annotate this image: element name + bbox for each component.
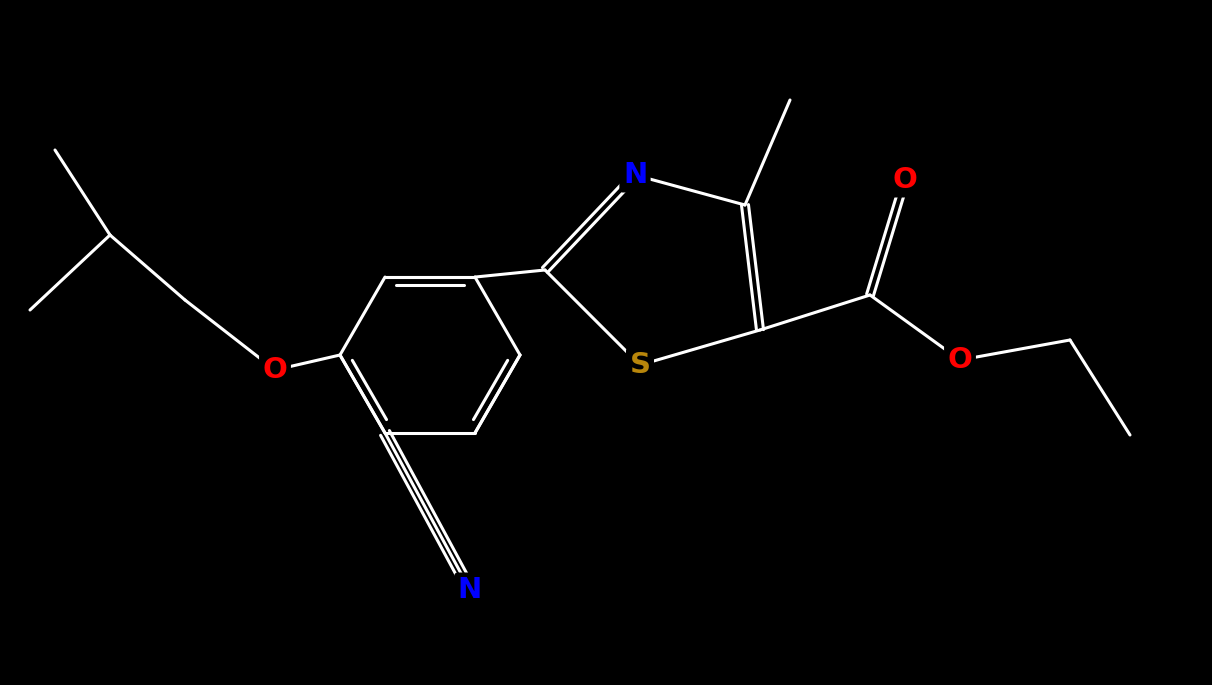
- Text: N: N: [458, 576, 482, 604]
- Text: S: S: [629, 351, 651, 379]
- Text: N: N: [623, 161, 647, 189]
- Text: O: O: [892, 166, 917, 194]
- Text: O: O: [263, 356, 287, 384]
- Text: O: O: [948, 346, 972, 374]
